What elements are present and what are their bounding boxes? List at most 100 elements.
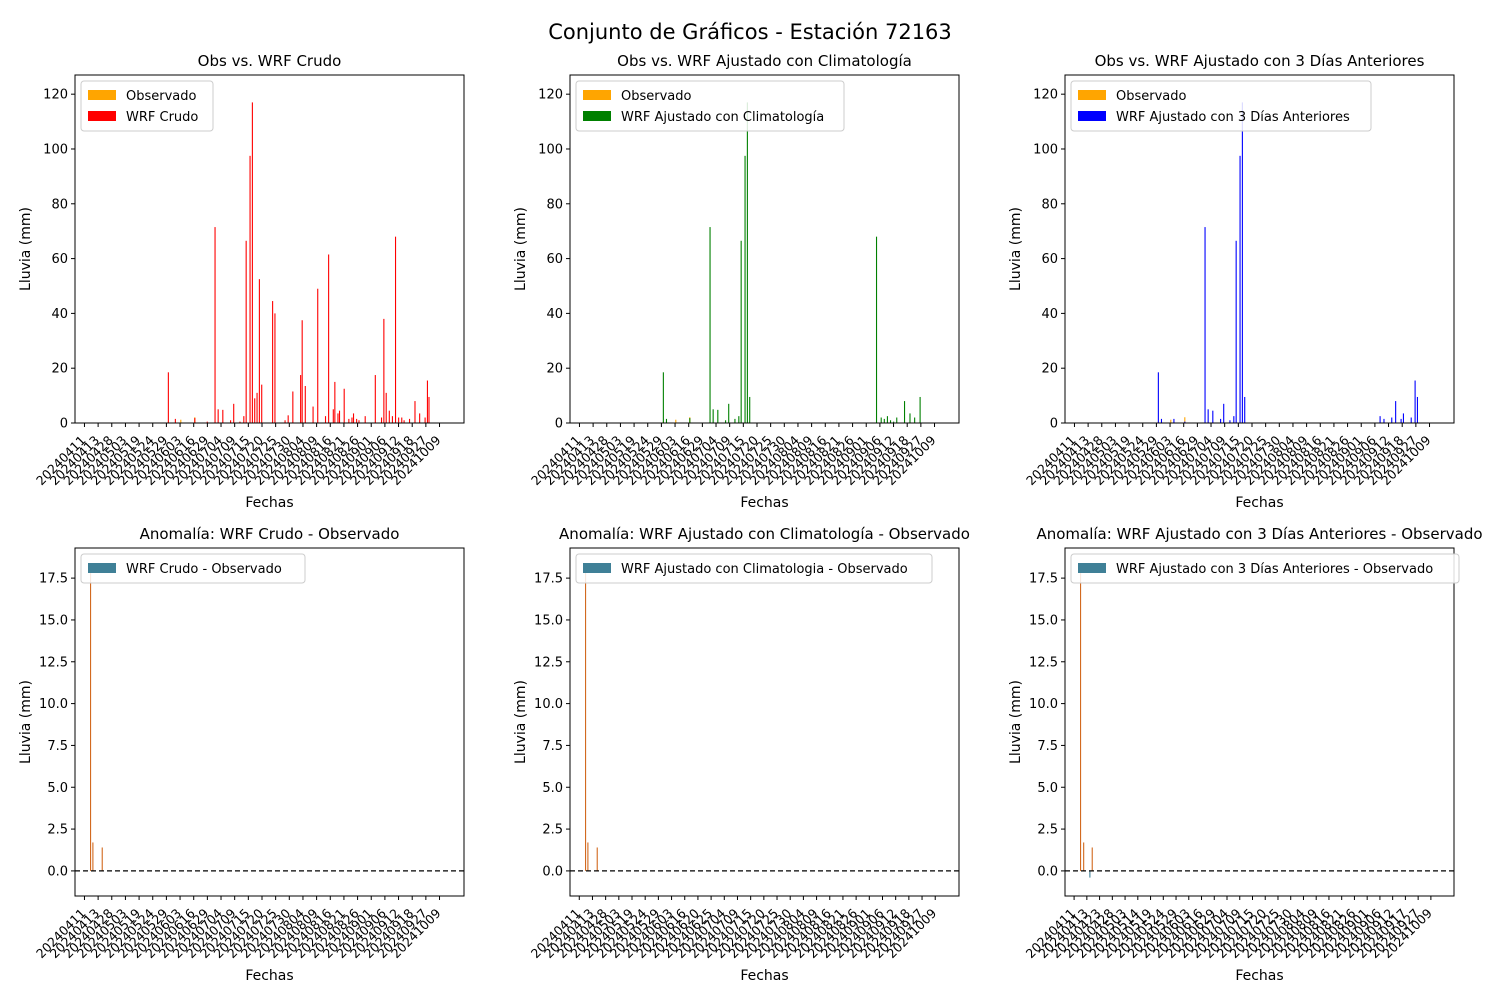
subplot-title: Anomalía: WRF Ajustado con 3 Días Anteri… (1036, 525, 1482, 543)
y-tick-label: 20 (546, 362, 563, 377)
bar-2-22 (287, 415, 289, 423)
bar-2-18 (886, 416, 888, 423)
bar-2-18 (261, 384, 263, 423)
legend-label: Observado (126, 89, 197, 104)
y-tick-label: 80 (1041, 197, 1058, 212)
bar-2-9 (233, 403, 235, 423)
bar-2-46 (388, 410, 390, 423)
y-axis-label: Lluvia (mm) (1008, 680, 1024, 764)
subplot-title: Obs vs. WRF Ajustado con 3 Días Anterior… (1095, 52, 1425, 70)
bar-2-57 (428, 396, 430, 423)
bar-2-4 (709, 227, 711, 423)
subplot-2: Obs vs. WRF Ajustado con Climatología 0 20… (513, 52, 960, 511)
bar-1-2 (92, 842, 94, 871)
legend-swatch (88, 563, 116, 573)
axes-frame (569, 74, 960, 424)
bar-2-13 (1239, 155, 1241, 423)
bar-2-42 (374, 375, 376, 423)
bar-2-20 (1400, 418, 1402, 423)
bar-2-48 (394, 236, 397, 423)
legend-frame (575, 80, 845, 132)
bar-2-37 (351, 417, 353, 423)
bar-2-23 (909, 413, 911, 423)
bar-2-14 (251, 102, 253, 423)
legend: Observado WRF Ajustado con 3 Días Anterio… (1070, 80, 1372, 132)
y-tick-label: 5.0 (47, 781, 68, 796)
legend: WRF Crudo - Observado (80, 553, 306, 584)
x-axis-label: Fechas (245, 495, 293, 511)
bar-2-25 (919, 396, 921, 423)
legend-label: WRF Ajustado con Climatologia - Observad… (621, 562, 908, 577)
bar-1-2 (675, 419, 677, 423)
bar-2-12 (744, 155, 746, 423)
bar-2-25 (301, 320, 303, 423)
subplot-4: Anomalía: WRF Crudo - Observado 0.0 2.5 5.0… (18, 525, 465, 984)
plot-area (75, 569, 464, 872)
y-axis-label: Lluvia (mm) (513, 207, 529, 291)
y-tick-label: 60 (546, 252, 563, 267)
legend-swatch (583, 563, 611, 573)
y-tick-label: 15.0 (39, 613, 68, 628)
bar-1-1 (1080, 564, 1082, 871)
plot-area (1065, 564, 1454, 878)
y-tick-label: 2.5 (47, 823, 68, 838)
bar-2-6 (717, 409, 719, 423)
y-tick-label: 80 (546, 197, 563, 212)
x-axis-label: Fechas (740, 968, 788, 984)
bar-2-9 (1223, 403, 1225, 423)
subplot-6: Anomalía: WRF Ajustado con 3 Días Anteri… (1008, 525, 1483, 984)
bar-2-6 (1207, 409, 1209, 423)
bar-2-6 (217, 409, 219, 423)
bar-1-3 (1089, 870, 1091, 878)
bar-2-16 (1379, 416, 1381, 423)
bar-2-55 (424, 417, 426, 423)
subplot-title: Obs vs. WRF Ajustado con Climatología (617, 52, 912, 70)
legend-swatch (1078, 111, 1106, 121)
subplot-title: Anomalía: WRF Ajustado con Climatología … (559, 525, 970, 543)
bar-1-3 (101, 847, 103, 871)
bar-1-2 (1170, 419, 1172, 423)
y-tick-label: 7.5 (542, 739, 563, 754)
legend-label: WRF Ajustado con 3 Días Anteriores (1116, 110, 1350, 125)
bar-2-41 (364, 416, 366, 423)
axes-frame (569, 547, 960, 897)
bar-2-36 (348, 418, 350, 423)
bar-2-21 (284, 420, 286, 423)
bar-2-18 (1391, 417, 1393, 423)
bar-2-50 (401, 417, 403, 423)
y-tick-label: 20 (51, 362, 68, 377)
bar-2-56 (426, 380, 428, 423)
bar-2-27 (312, 406, 314, 423)
bar-2-40 (358, 420, 360, 423)
bar-2-31 (332, 409, 334, 423)
bar-2-10 (239, 421, 241, 423)
y-tick-label: 100 (538, 142, 563, 157)
y-tick-label: 17.5 (39, 572, 68, 587)
bar-2-10 (738, 416, 740, 423)
bar-2-19 (272, 301, 274, 423)
bar-2-44 (383, 318, 385, 423)
bar-2-5 (712, 409, 714, 423)
legend-frame (1070, 553, 1460, 584)
bar-2-52 (408, 418, 411, 423)
y-tick-label: 120 (1033, 88, 1058, 103)
legend: WRF Ajustado con Climatologia - Observad… (575, 553, 933, 584)
y-tick-label: 40 (51, 307, 68, 322)
bar-2-23 (292, 391, 294, 423)
bar-2-32 (334, 381, 336, 423)
bar-2-39 (356, 418, 358, 423)
plot-area (1157, 102, 1418, 423)
legend-frame (80, 553, 306, 584)
legend-label: WRF Ajustado con 3 Días Anteriores - Obs… (1116, 562, 1433, 577)
legend-swatch (583, 90, 611, 100)
bar-2-35 (343, 388, 345, 423)
y-tick-label: 0 (555, 417, 563, 432)
bar-2-20 (893, 421, 895, 423)
bar-2-14 (1241, 102, 1243, 423)
y-tick-label: 7.5 (47, 739, 68, 754)
bar-2-2 (665, 418, 668, 423)
bar-2-21 (896, 417, 898, 423)
legend: WRF Ajustado con 3 Días Anteriores - Obs… (1070, 553, 1460, 584)
bar-2-29 (324, 416, 327, 423)
